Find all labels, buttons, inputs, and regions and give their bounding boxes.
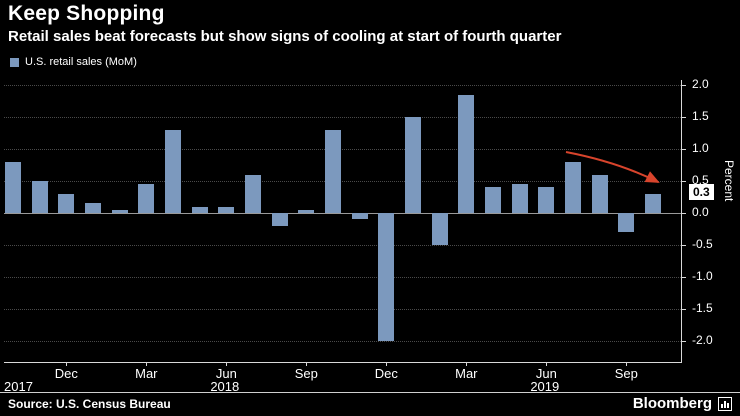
bloomberg-wordmark: Bloomberg <box>632 395 712 412</box>
gridline <box>4 309 681 310</box>
bar <box>5 161 21 213</box>
x-tick-label: Dec <box>374 366 398 381</box>
x-axis-line <box>4 362 682 363</box>
x-tick-label: Sep <box>614 366 638 381</box>
gridline <box>4 181 681 182</box>
x-tick-label: Dec <box>54 366 78 381</box>
y-tick-label: -1.0 <box>692 269 713 283</box>
y-tick-label: -2.0 <box>692 333 713 347</box>
bloomberg-chart-icon <box>718 396 732 411</box>
bar <box>165 129 181 213</box>
bar <box>58 193 75 213</box>
y-tick <box>681 85 686 86</box>
y-tick-label: 1.5 <box>692 109 709 123</box>
y-axis-title: Percent <box>722 160 736 202</box>
y-tick-label: -1.5 <box>692 301 713 315</box>
x-tick <box>66 362 68 366</box>
legend-swatch <box>10 57 19 67</box>
x-tick-label: Jun <box>215 366 237 381</box>
bar <box>111 209 128 213</box>
gridline <box>4 341 681 342</box>
zero-gridline <box>4 213 681 214</box>
y-tick <box>681 213 686 214</box>
x-tick <box>306 362 308 366</box>
bar <box>565 161 581 213</box>
y-tick-label: 1.0 <box>692 141 709 155</box>
x-tick-label: Sep <box>294 366 318 381</box>
bar <box>485 187 501 213</box>
bar <box>31 181 48 213</box>
bar <box>538 187 555 213</box>
bar <box>458 94 475 213</box>
bar <box>271 213 288 226</box>
gridline <box>4 117 681 118</box>
footer-divider <box>0 392 740 393</box>
x-tick <box>466 362 468 366</box>
x-tick-label: Mar <box>455 366 478 381</box>
bar <box>618 213 635 233</box>
legend-label: U.S. retail sales (MoM) <box>25 56 137 68</box>
bar <box>325 129 341 213</box>
x-tick <box>226 362 228 366</box>
bar <box>298 209 315 213</box>
y-tick <box>681 309 686 310</box>
bar <box>351 213 368 220</box>
y-tick <box>681 181 686 182</box>
year-label: 2018 <box>210 379 240 394</box>
legend: U.S. retail sales (MoM) <box>10 56 137 68</box>
x-tick <box>386 362 388 366</box>
bar <box>431 213 448 245</box>
gridline <box>4 245 681 246</box>
gridline <box>4 277 681 278</box>
bar <box>645 193 661 213</box>
bar <box>405 117 421 213</box>
chart-subtitle: Retail sales beat forecasts but show sig… <box>8 28 562 45</box>
y-axis-line <box>681 80 682 362</box>
x-tick-label: Mar <box>135 366 158 381</box>
y-tick-label: 0.0 <box>692 205 709 219</box>
bar <box>85 203 101 213</box>
year-label: 2017 <box>4 379 33 394</box>
y-tick <box>681 117 686 118</box>
x-tick <box>546 362 548 366</box>
y-tick-label: 0.5 <box>692 173 709 187</box>
x-tick-label: Jun <box>535 366 557 381</box>
last-value-badge: 0.3 <box>689 183 714 200</box>
source-note: Source: U.S. Census Bureau <box>8 397 171 411</box>
bar <box>191 206 208 213</box>
year-label: 2019 <box>530 379 560 394</box>
y-tick-label: 2.0 <box>692 77 709 91</box>
y-tick-label: -0.5 <box>692 237 713 251</box>
bar <box>138 184 155 213</box>
gridline <box>4 149 681 150</box>
y-tick <box>681 341 686 342</box>
bar <box>511 184 528 213</box>
gridline <box>4 85 681 86</box>
y-tick <box>681 245 686 246</box>
x-tick <box>626 362 628 366</box>
y-tick <box>681 149 686 150</box>
x-tick <box>146 362 148 366</box>
bar <box>218 206 235 213</box>
bar <box>378 213 395 341</box>
y-tick <box>681 277 686 278</box>
bar <box>591 174 608 213</box>
bar <box>245 174 261 213</box>
bloomberg-logo: Bloomberg <box>633 395 732 412</box>
chart-title: Keep Shopping <box>8 2 165 25</box>
trend-arrow-icon <box>565 151 660 183</box>
